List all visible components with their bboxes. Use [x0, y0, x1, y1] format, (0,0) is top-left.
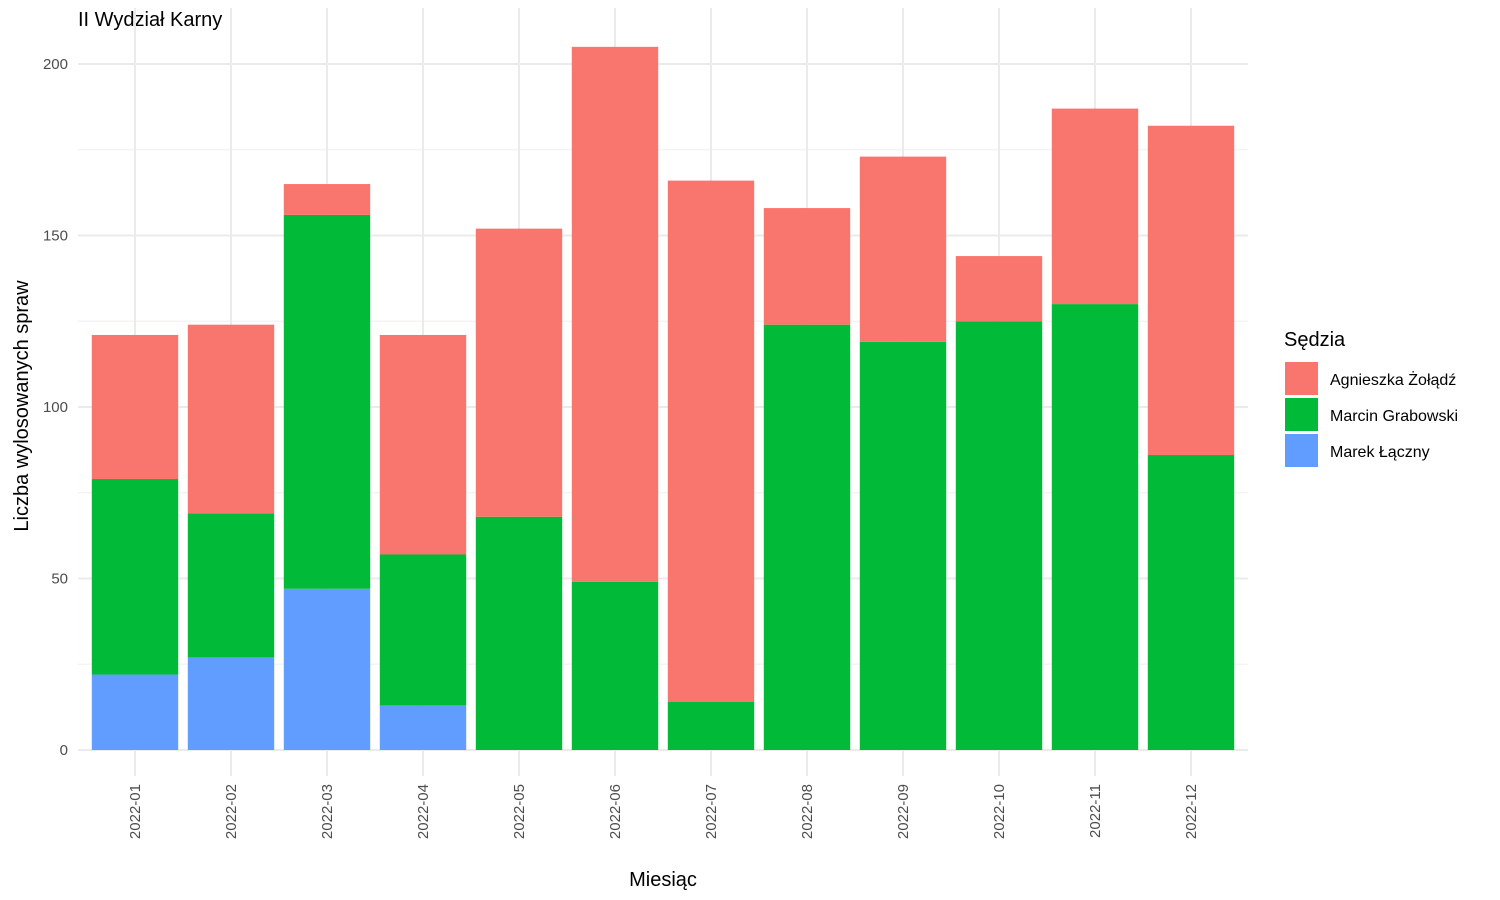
legend: Sędzia Agnieszka Żołądź Marcin Grabowski M…	[1284, 329, 1458, 467]
bars	[91, 46, 1235, 750]
y-axis-title: Liczba wylosowanych spraw	[11, 280, 33, 532]
bar-segment	[955, 321, 1043, 750]
bar-segment	[283, 184, 371, 215]
bar-segment	[667, 701, 755, 750]
bar-segment	[667, 180, 755, 702]
y-tick-label: 100	[43, 399, 68, 416]
legend-label: Agnieszka Żołądź	[1330, 370, 1456, 389]
bar-segment	[475, 516, 563, 750]
bar-segment	[859, 341, 947, 750]
bar-segment	[283, 588, 371, 750]
bar-segment	[1051, 304, 1139, 750]
bar-segment	[1051, 108, 1139, 305]
bar-segment	[571, 46, 659, 582]
x-axis-ticks: 2022-01 2022-02 2022-03 2022-04 2022-05 2022-…	[127, 784, 1200, 839]
bar-segment	[379, 334, 467, 555]
legend-label: Marek Łączny	[1330, 444, 1430, 461]
y-tick-label: 0	[60, 742, 68, 759]
legend-swatch	[1285, 362, 1318, 395]
bar-segment	[763, 324, 851, 750]
x-tick-label: 2022-01	[127, 784, 144, 839]
y-axis-ticks: 0 50 100 150 200	[43, 56, 68, 759]
x-tick-label: 2022-02	[223, 784, 240, 839]
bar-segment	[859, 156, 947, 342]
y-tick-label: 200	[43, 56, 68, 73]
x-tick-label: 2022-04	[415, 784, 432, 839]
legend-swatch	[1285, 434, 1318, 467]
x-axis-title: Miesiąc	[629, 869, 697, 891]
x-tick-label: 2022-11	[1087, 784, 1104, 838]
legend-swatch	[1285, 398, 1318, 431]
bar-segment	[187, 324, 275, 514]
bar-segment	[763, 208, 851, 325]
bar-segment	[283, 214, 371, 589]
x-tick-label: 2022-07	[703, 784, 720, 839]
bar-segment	[187, 657, 275, 750]
bar-segment	[91, 334, 179, 480]
bar-segment	[379, 554, 467, 706]
x-tick-label: 2022-10	[991, 784, 1008, 839]
bar-segment	[475, 228, 563, 517]
legend-label: Marcin Grabowski	[1330, 408, 1458, 425]
x-tick-label: 2022-12	[1183, 784, 1200, 839]
x-tick-label: 2022-03	[319, 784, 336, 839]
bar-segment	[955, 256, 1043, 322]
legend-title: Sędzia	[1284, 329, 1346, 351]
bar-segment	[379, 705, 467, 750]
bar-segment	[187, 513, 275, 658]
bar-segment	[1147, 455, 1235, 750]
bar-segment	[91, 674, 179, 750]
bar-segment	[91, 479, 179, 675]
x-tick-label: 2022-05	[511, 784, 528, 839]
bar-segment	[1147, 125, 1235, 456]
y-tick-label: 150	[43, 228, 68, 245]
x-tick-label: 2022-08	[799, 784, 816, 839]
bar-segment	[571, 581, 659, 750]
x-tick-label: 2022-06	[607, 784, 624, 839]
chart-title: II Wydział Karny	[78, 9, 222, 31]
y-tick-label: 50	[51, 571, 68, 588]
x-tick-label: 2022-09	[895, 784, 912, 839]
